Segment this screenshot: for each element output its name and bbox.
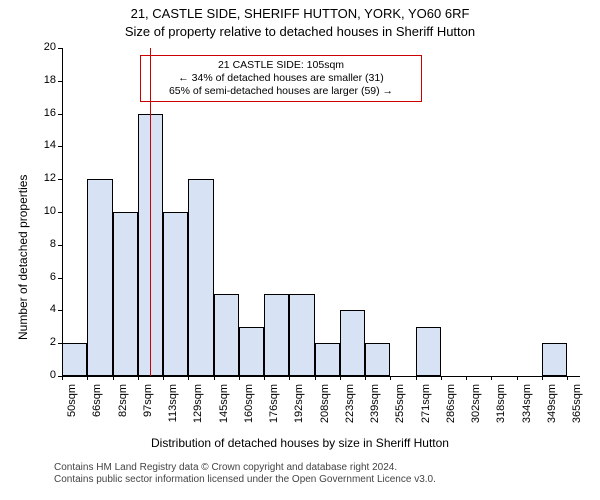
footer-line-2: Contains public sector information licen… [54,474,436,486]
x-tick-label: 286sqm [445,384,457,434]
x-tick-label: 113sqm [167,384,179,434]
y-axis-label: Number of detached properties [16,175,30,340]
annotation-box: 21 CASTLE SIDE: 105sqm ← 34% of detached… [140,55,422,102]
x-tick-mark [264,376,265,380]
histogram-bar [289,294,314,376]
histogram-bar [239,327,264,376]
x-tick-label: 129sqm [192,384,204,434]
chart-title-main: 21, CASTLE SIDE, SHERIFF HUTTON, YORK, Y… [0,6,600,21]
x-tick-label: 50sqm [66,384,78,434]
y-tick-mark [58,245,62,246]
y-tick-label: 6 [32,271,56,283]
x-tick-mark [62,376,63,380]
x-tick-label: 255sqm [394,384,406,434]
x-tick-label: 145sqm [218,384,230,434]
y-tick-mark [58,310,62,311]
y-tick-label: 4 [32,303,56,315]
y-tick-mark [58,146,62,147]
histogram-bar [214,294,239,376]
x-tick-mark [416,376,417,380]
histogram-chart: 21, CASTLE SIDE, SHERIFF HUTTON, YORK, Y… [0,0,600,500]
x-tick-mark [466,376,467,380]
x-tick-mark [113,376,114,380]
y-tick-mark [58,48,62,49]
x-tick-label: 349sqm [546,384,558,434]
chart-title-sub: Size of property relative to detached ho… [0,24,600,39]
x-tick-label: 318sqm [495,384,507,434]
y-axis-line [62,48,63,376]
histogram-bar [62,343,87,376]
histogram-bar [87,179,112,376]
y-tick-mark [58,212,62,213]
histogram-bar [264,294,289,376]
y-tick-mark [58,278,62,279]
x-tick-label: 302sqm [470,384,482,434]
x-tick-label: 82sqm [117,384,129,434]
x-tick-label: 223sqm [344,384,356,434]
histogram-bar [340,310,365,376]
annotation-line-3: 65% of semi-detached houses are larger (… [147,85,415,98]
x-tick-mark [239,376,240,380]
subject-property-marker [150,48,151,376]
x-tick-label: 239sqm [369,384,381,434]
x-axis-line [62,376,580,377]
x-tick-label: 192sqm [293,384,305,434]
histogram-bar [163,212,188,376]
x-tick-mark [188,376,189,380]
x-tick-mark [315,376,316,380]
x-tick-mark [163,376,164,380]
y-tick-label: 18 [32,74,56,86]
histogram-bar [542,343,567,376]
y-tick-mark [58,114,62,115]
x-tick-label: 271sqm [420,384,432,434]
y-tick-mark [58,81,62,82]
x-tick-mark [542,376,543,380]
footer-line-1: Contains HM Land Registry data © Crown c… [54,462,436,474]
y-tick-label: 2 [32,336,56,348]
x-tick-mark [138,376,139,380]
x-tick-label: 365sqm [571,384,583,434]
histogram-bar [188,179,213,376]
y-tick-label: 14 [32,139,56,151]
histogram-bar [365,343,390,376]
x-tick-mark [390,376,391,380]
y-tick-label: 20 [32,41,56,53]
x-tick-label: 160sqm [243,384,255,434]
x-tick-mark [441,376,442,380]
y-tick-label: 10 [32,205,56,217]
x-tick-label: 66sqm [91,384,103,434]
y-tick-label: 8 [32,238,56,250]
x-tick-mark [289,376,290,380]
y-tick-label: 16 [32,107,56,119]
annotation-line-2: ← 34% of detached houses are smaller (31… [147,72,415,85]
annotation-line-1: 21 CASTLE SIDE: 105sqm [147,59,415,72]
x-tick-mark [567,376,568,380]
footer-attribution: Contains HM Land Registry data © Crown c… [54,462,436,486]
x-tick-mark [340,376,341,380]
x-tick-mark [365,376,366,380]
x-tick-label: 334sqm [521,384,533,434]
x-tick-mark [214,376,215,380]
x-tick-label: 97sqm [142,384,154,434]
x-tick-mark [491,376,492,380]
histogram-bar [113,212,138,376]
histogram-bar [416,327,441,376]
y-tick-label: 12 [32,172,56,184]
y-tick-mark [58,179,62,180]
x-tick-mark [517,376,518,380]
x-tick-mark [87,376,88,380]
x-tick-label: 208sqm [319,384,331,434]
y-tick-label: 0 [32,369,56,381]
x-axis-label: Distribution of detached houses by size … [0,436,600,450]
x-tick-label: 176sqm [268,384,280,434]
histogram-bar [315,343,340,376]
